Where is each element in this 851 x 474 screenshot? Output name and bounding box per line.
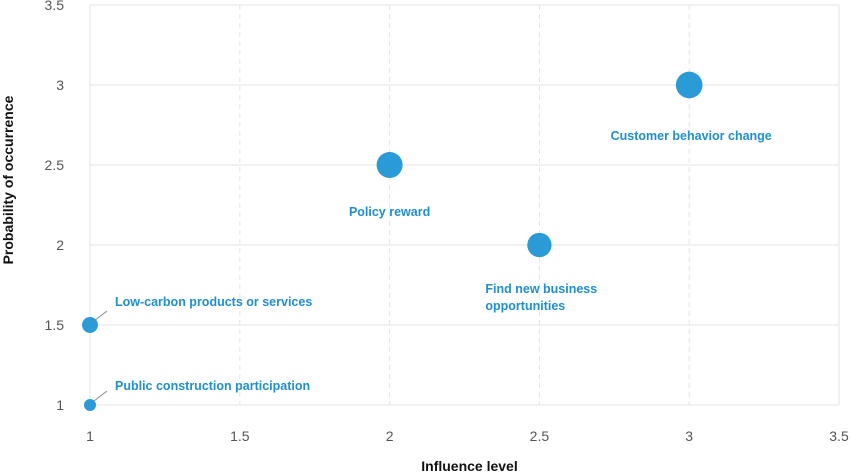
label-leader-line <box>93 390 108 402</box>
y-tick-label: 1 <box>56 397 64 413</box>
y-axis-ticks: 1 1.5 2 2.5 3 3.5 <box>45 0 65 413</box>
x-tick-label: 3 <box>685 428 693 444</box>
y-axis-title: Probability of occurrence <box>0 95 16 264</box>
bubble-label: Public construction participation <box>115 379 310 393</box>
bubble-point <box>84 399 96 411</box>
bubble-point <box>675 71 703 99</box>
x-tick-label: 2.5 <box>530 428 550 444</box>
bubble-label: Low-carbon products or services <box>115 295 312 309</box>
y-tick-label: 2.5 <box>45 157 65 173</box>
x-axis-ticks: 1 1.5 2 2.5 3 3.5 <box>86 428 849 444</box>
bubbles <box>82 71 703 411</box>
x-tick-label: 2 <box>386 428 394 444</box>
label-leader-line <box>93 310 108 322</box>
y-tick-label: 2 <box>56 237 64 253</box>
y-tick-label: 1.5 <box>45 317 65 333</box>
bubble-label: Customer behavior change <box>611 129 772 143</box>
bubble-label: Policy reward <box>349 205 430 219</box>
bubble-point <box>527 232 552 258</box>
x-axis-title: Influence level <box>421 458 517 474</box>
bubble-labels: Public construction participation Low-car… <box>93 129 772 402</box>
bubble-point <box>82 317 98 333</box>
bubble-label: Find new business opportunities <box>485 282 597 313</box>
x-tick-label: 1 <box>86 428 94 444</box>
y-tick-label: 3 <box>56 77 64 93</box>
grid-lines <box>89 4 840 406</box>
y-tick-label: 3.5 <box>45 0 65 13</box>
x-tick-label: 3.5 <box>829 428 849 444</box>
bubble-point <box>376 152 403 178</box>
x-tick-label: 1.5 <box>230 428 250 444</box>
